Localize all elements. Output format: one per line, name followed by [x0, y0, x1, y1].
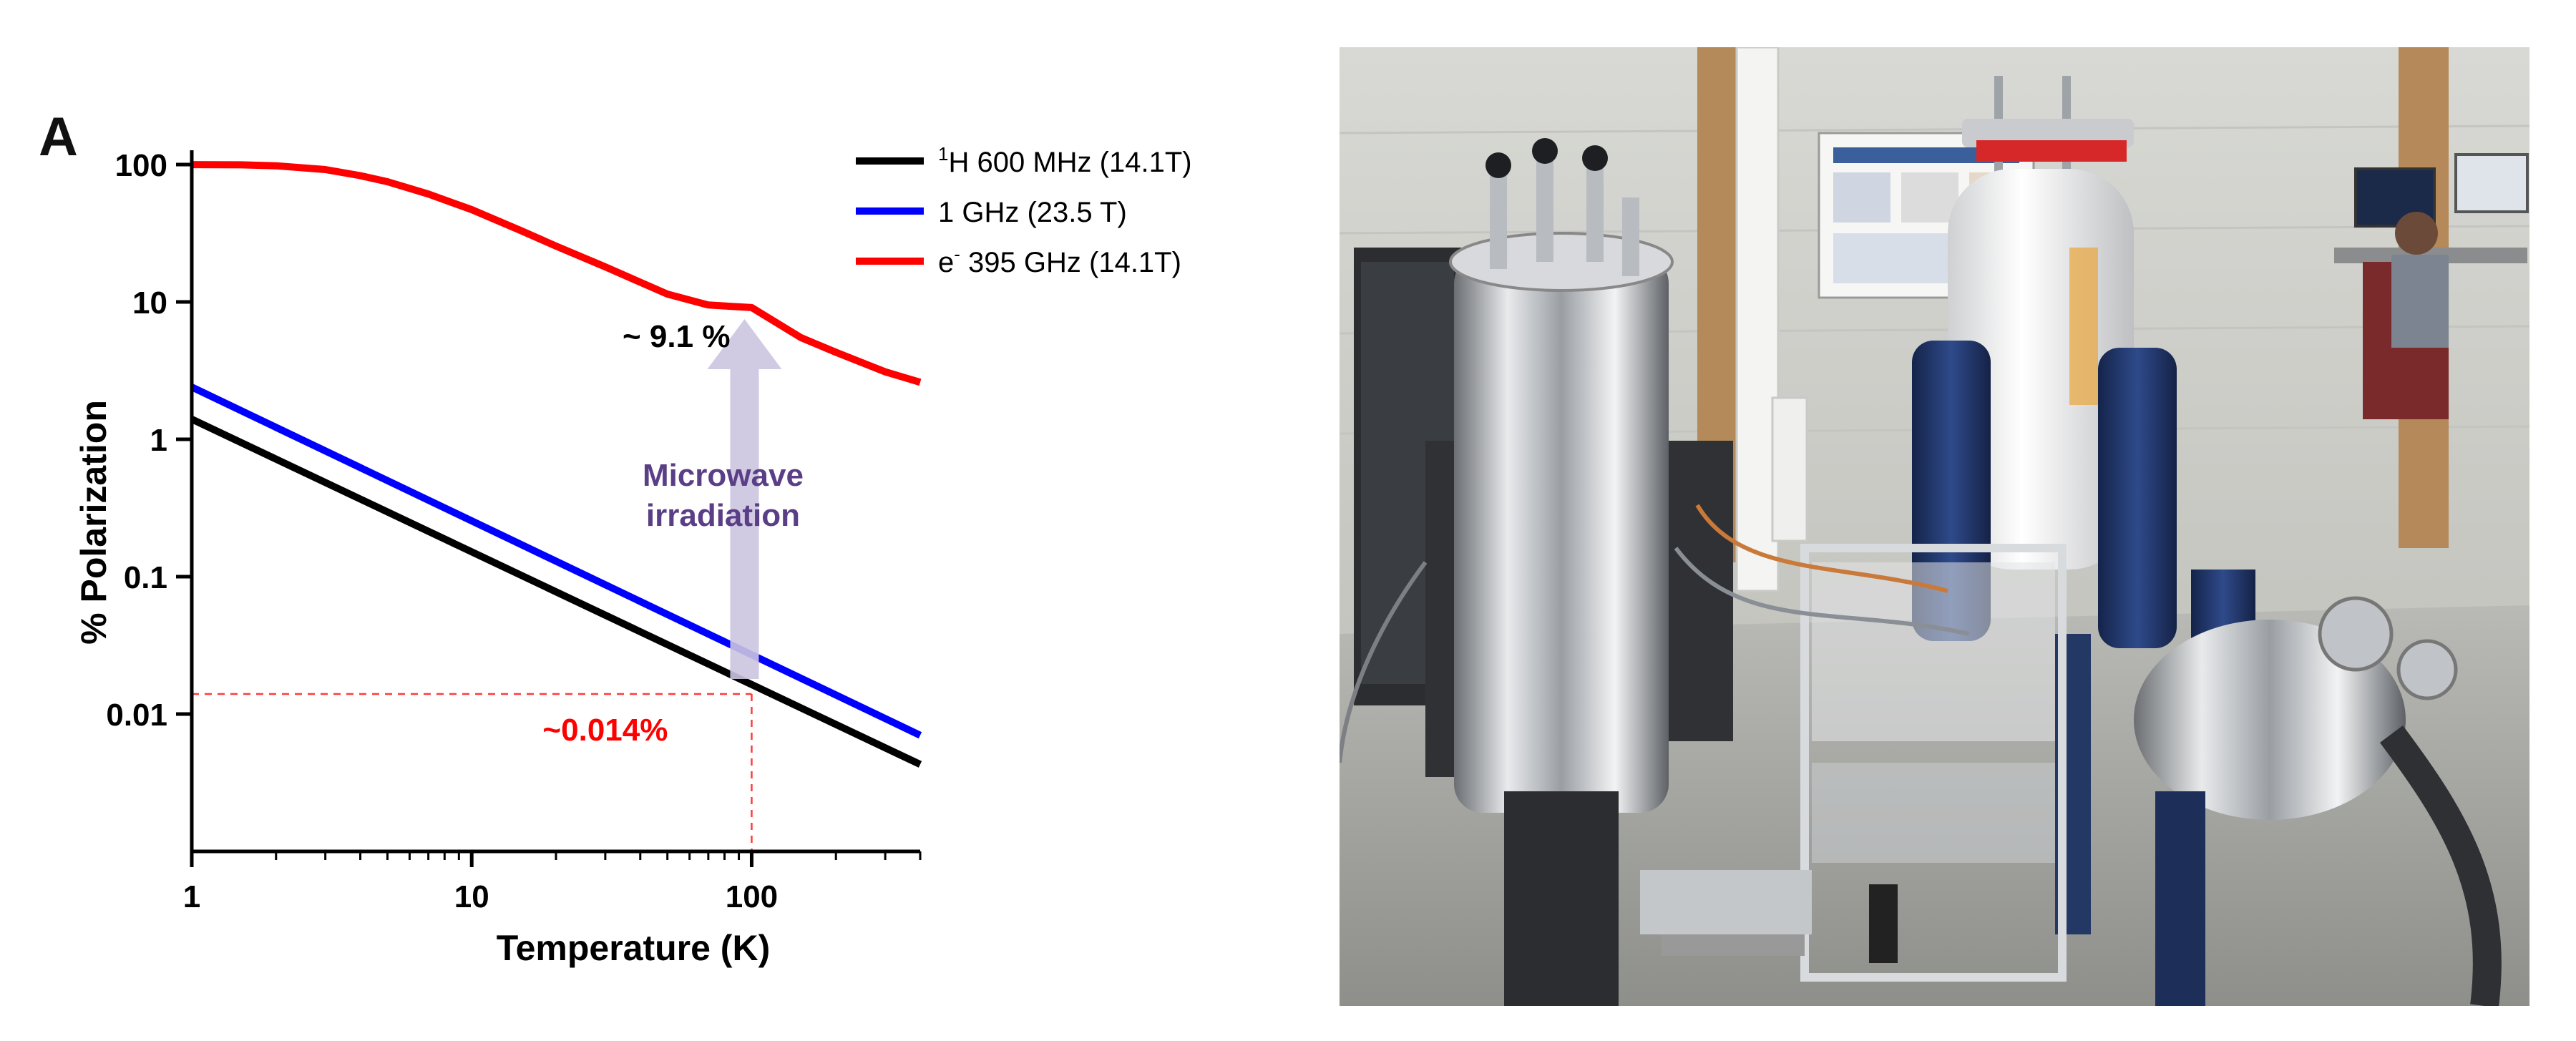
series-line-0 — [190, 416, 922, 768]
y-tick-label-0: 0.01 — [106, 698, 167, 733]
y-tick-label-2: 1 — [150, 423, 167, 458]
legend-label-0: 1H 600 MHz (14.1T) — [938, 143, 1192, 178]
cables — [1340, 504, 1970, 763]
operator-desk — [2334, 153, 2529, 419]
white-nmr-magnet — [1912, 76, 2177, 934]
microwave-arrow — [707, 318, 782, 679]
series-line-1 — [190, 383, 922, 739]
white-pipe — [1735, 47, 1780, 592]
series-line-2 — [191, 161, 922, 386]
arrow-text-line2: irradiation — [646, 498, 800, 533]
lab-photo — [1340, 47, 2529, 1006]
pipe-elbow — [1771, 396, 1808, 542]
x-axis-label: Temperature (K) — [497, 928, 770, 968]
electron-value-label: ~ 9.1 % — [623, 319, 730, 354]
y-axis-label: % Polarization — [74, 400, 114, 645]
blue-magnet-right — [2134, 570, 2502, 1006]
transfer-rack — [1800, 544, 2067, 982]
x-tick-label-2: 100 — [726, 879, 778, 914]
x-tick-label-1: 10 — [454, 879, 489, 914]
polarization-chart: 1 10 100 0.01 0.1 1 10 100 Microwave irradiation… — [74, 143, 1192, 968]
guide-lines — [192, 693, 753, 851]
panel-a-label: A — [39, 107, 78, 167]
proton-value-label: ~0.014% — [542, 713, 668, 748]
series-layer — [190, 161, 922, 768]
y-tick-label-4: 100 — [115, 148, 167, 183]
y-tick-label-3: 10 — [132, 285, 167, 321]
stainless-cryostat — [1425, 138, 1733, 1006]
legend-label-1: 1 GHz (23.5 T) — [938, 197, 1127, 228]
annotations: Microwave irradiation ~ 9.1 % ~0.014% — [542, 319, 804, 748]
bench-rail — [1640, 870, 1812, 956]
ticks: 1 10 100 0.01 0.1 1 10 100 — [106, 148, 922, 914]
legend: 1H 600 MHz (14.1T) 1 GHz (23.5 T) e- 395 G… — [856, 143, 1192, 278]
y-tick-label-1: 0.1 — [124, 560, 167, 595]
legend-label-2: e- 395 GHz (14.1T) — [938, 243, 1181, 278]
arrow-text-line1: Microwave — [643, 458, 804, 493]
x-tick-label-0: 1 — [183, 879, 200, 914]
